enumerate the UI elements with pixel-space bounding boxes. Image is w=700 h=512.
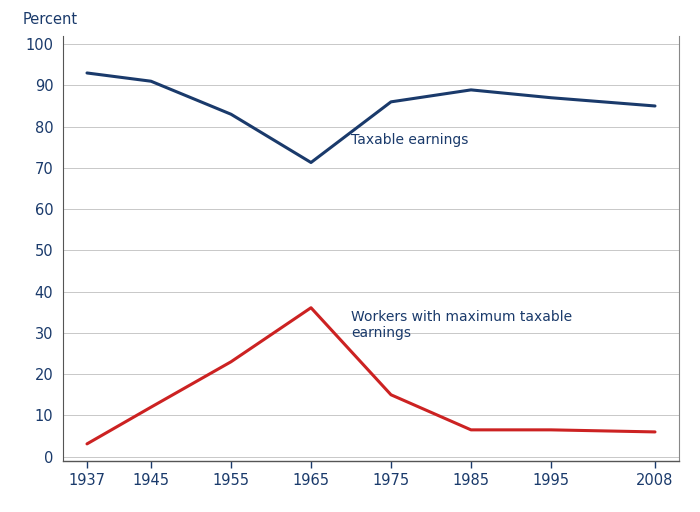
Text: Percent: Percent [23, 12, 78, 27]
Text: Workers with maximum taxable
earnings: Workers with maximum taxable earnings [351, 310, 572, 340]
Text: Taxable earnings: Taxable earnings [351, 133, 468, 147]
